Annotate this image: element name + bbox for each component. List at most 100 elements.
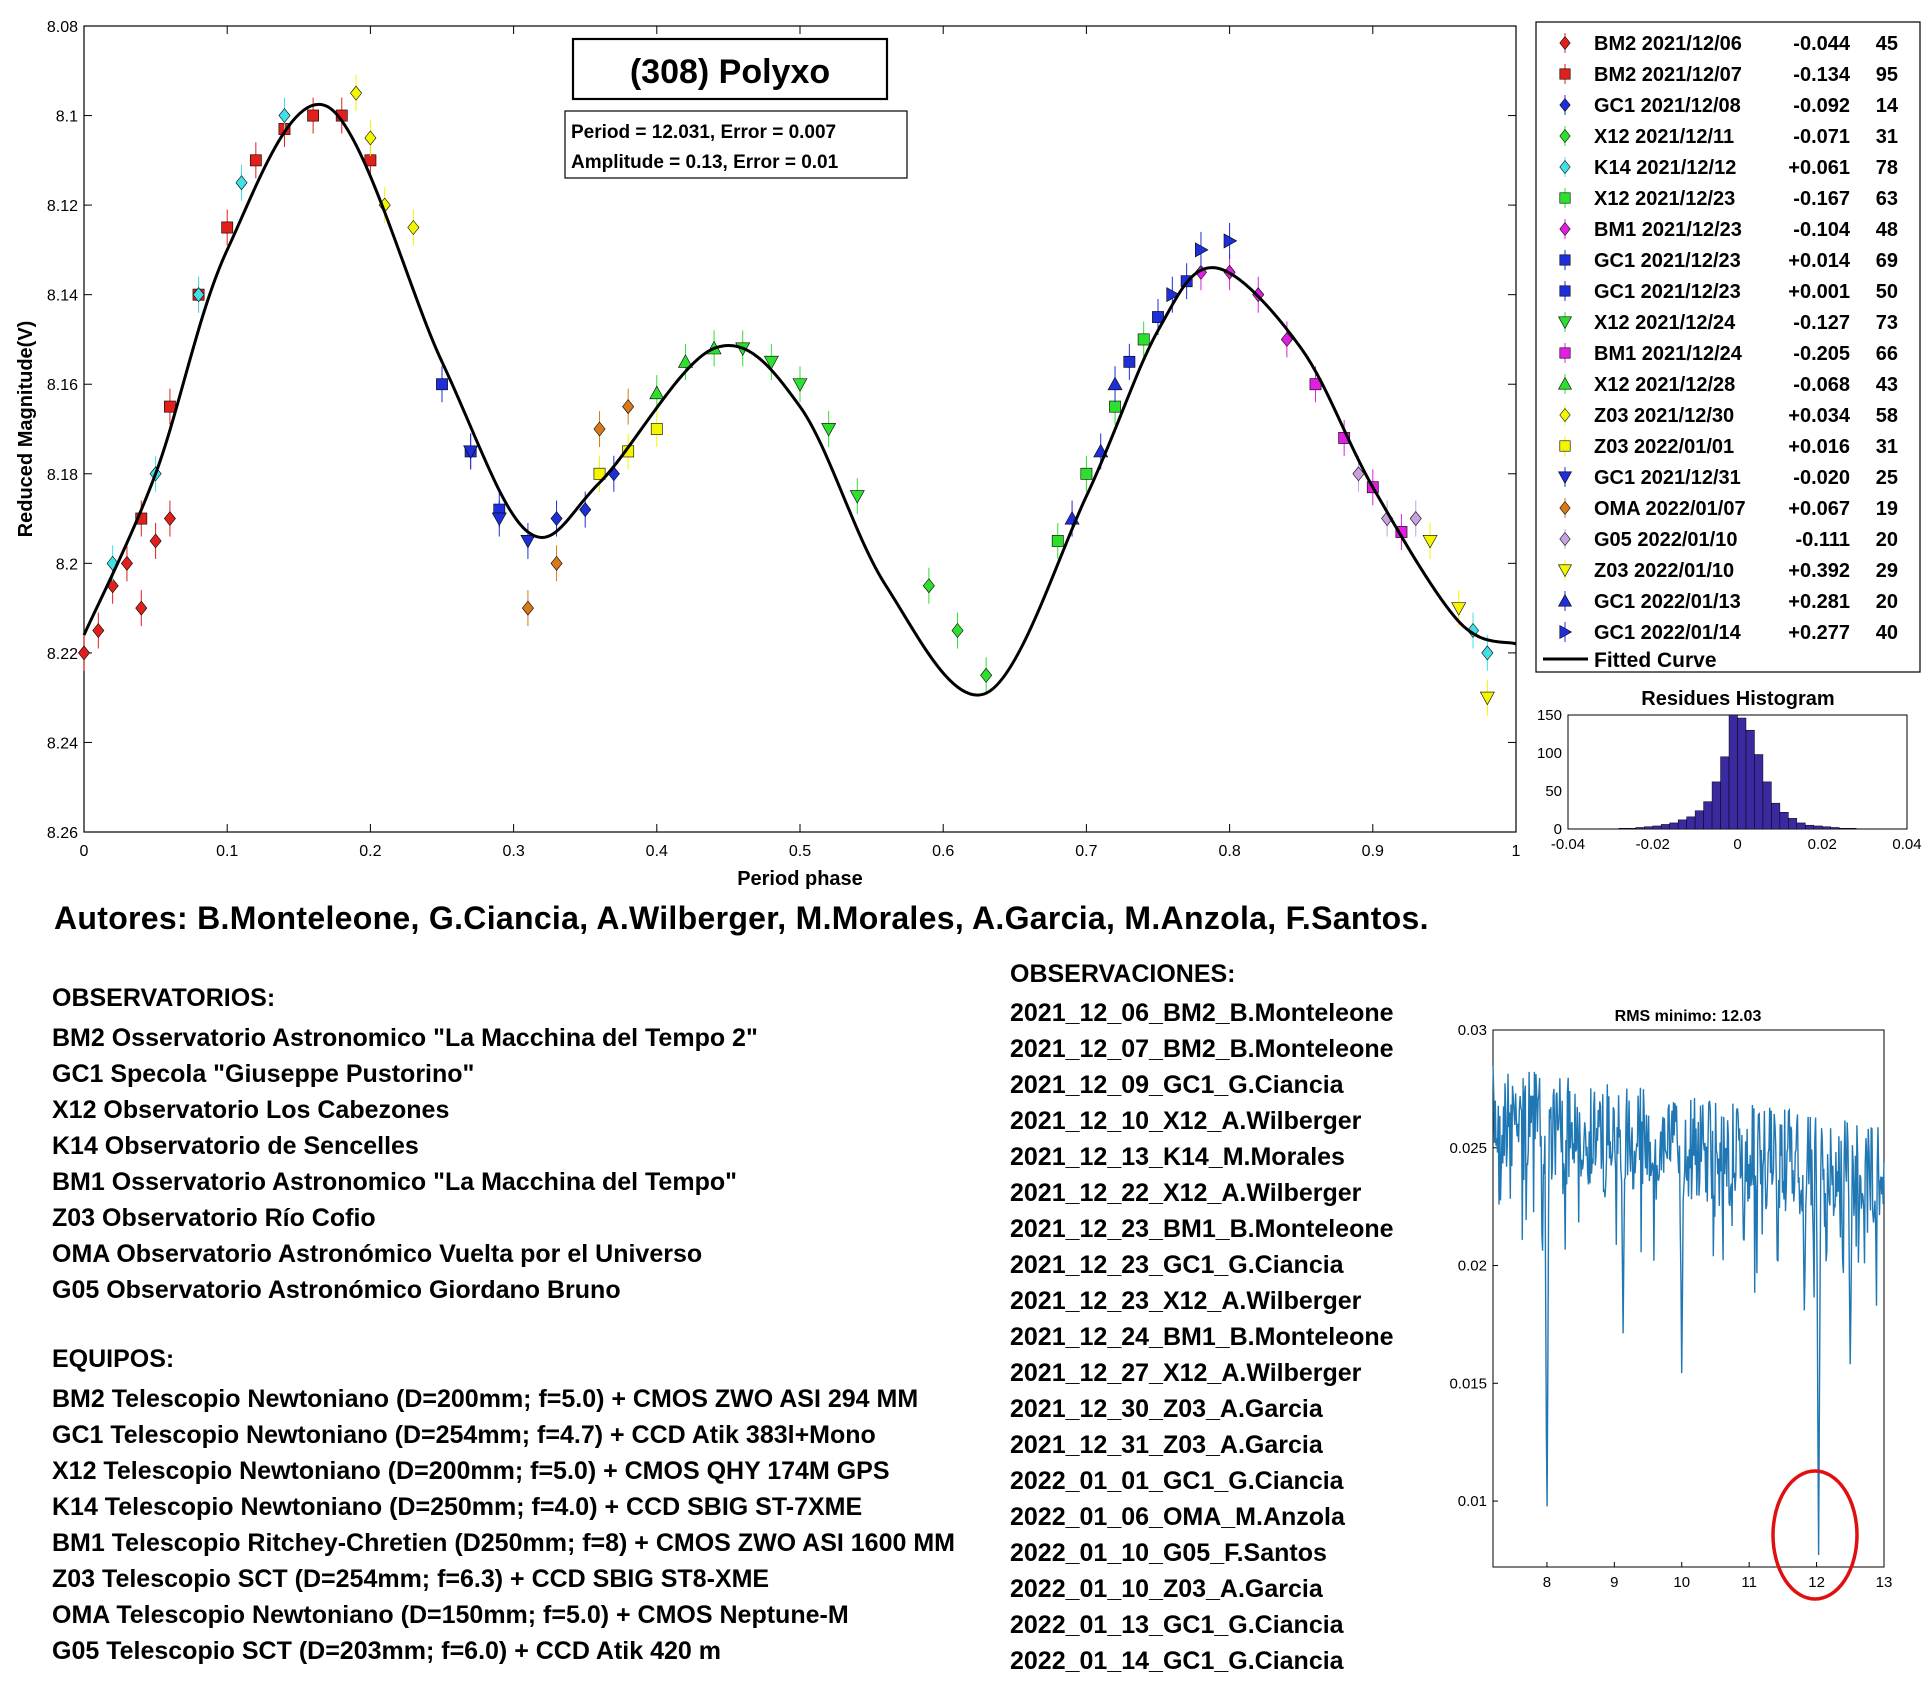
- rms-x-tick: 8: [1543, 1574, 1551, 1591]
- observation-item: 2021_12_24_BM1_B.Monteleone: [1010, 1323, 1394, 1351]
- legend: BM2 2021/12/06 -0.044 45 BM2 2021/12/07 -0.1…: [1535, 21, 1921, 673]
- y-tick-label: 8.22: [47, 646, 78, 663]
- observations-title: OBSERVACIONES:: [1010, 960, 1236, 988]
- histogram-bar: [1771, 802, 1781, 830]
- data-point: [1152, 311, 1164, 323]
- legend-series-name: GC1 2021/12/08: [1594, 95, 1741, 117]
- data-point: [221, 221, 234, 234]
- observation-item: 2021_12_23_X12_A.Wilberger: [1010, 1287, 1362, 1315]
- x-axis-label: Period phase: [737, 868, 863, 890]
- histogram-bar: [1779, 812, 1789, 830]
- rms-x-tick: 10: [1673, 1574, 1690, 1591]
- data-point: [821, 423, 837, 437]
- data-point: [763, 355, 779, 370]
- histogram-bar: [1686, 816, 1696, 830]
- histogram-y-tick: 100: [1537, 745, 1562, 762]
- data-point: [593, 421, 606, 437]
- histogram-bar: [1677, 819, 1687, 830]
- data-point: [520, 535, 536, 549]
- x-tick-label: 1: [1512, 843, 1521, 860]
- observation-item: 2021_12_27_X12_A.Wilberger: [1010, 1359, 1362, 1387]
- legend-series-name: X12 2021/12/24: [1594, 312, 1736, 334]
- histogram-ticks: -0.04 -0.02 0 0.02 0.04 0 50 100 150: [1537, 707, 1922, 853]
- data-point: [849, 490, 865, 504]
- equipment-item: G05 Telescopio SCT (D=203mm; f=6.0) + CC…: [52, 1637, 721, 1665]
- legend-series-offset: +0.001: [1788, 281, 1850, 303]
- legend-marker: [1557, 471, 1573, 485]
- legend-series-offset: -0.205: [1793, 343, 1850, 365]
- legend-series-offset: -0.071: [1793, 126, 1850, 148]
- x-tick-label: 0.6: [932, 843, 954, 860]
- legend-series-offset: +0.277: [1788, 622, 1850, 644]
- histogram-bar: [1822, 826, 1831, 830]
- histogram-bar: [1788, 818, 1798, 830]
- data-point: [1109, 400, 1121, 413]
- observation-item: 2021_12_30_Z03_A.Garcia: [1010, 1395, 1323, 1423]
- histogram-bar: [1652, 825, 1662, 830]
- data-point: [980, 667, 993, 683]
- data-point: [1352, 466, 1365, 482]
- rms-y-tick: 0.02: [1458, 1258, 1487, 1275]
- y-axis-label: Reduced Magnitude(V): [15, 321, 37, 538]
- observatory-item: BM2 Osservatorio Astronomico "La Macchin…: [52, 1024, 758, 1052]
- legend-series-name: K14 2021/12/12: [1594, 157, 1736, 179]
- main-chart: 8.08 8.1 8.12 8.14 8.16 8.18 8.2 8.22 8.24 8.260 0…: [15, 19, 1521, 890]
- legend-series-name: X12 2021/12/28: [1594, 374, 1735, 396]
- rms-x-tick: 9: [1610, 1574, 1618, 1591]
- data-point: [463, 445, 479, 460]
- observation-item: 2022_01_10_Z03_A.Garcia: [1010, 1575, 1323, 1603]
- authors-line: Autores: B.Monteleone, G.Ciancia, A.Wilb…: [54, 900, 1429, 936]
- observation-item: 2021_12_13_K14_M.Morales: [1010, 1143, 1345, 1171]
- histogram-x-tick: 0.02: [1808, 836, 1837, 853]
- observation-item: 2021_12_09_GC1_G.Ciancia: [1010, 1071, 1344, 1099]
- data-point: [350, 85, 363, 101]
- observatory-item: K14 Observatorio de Sencelles: [52, 1132, 419, 1160]
- x-tick-label: 0.3: [502, 843, 524, 860]
- equipment-item: OMA Telescopio Newtoniano (D=150mm; f=5.…: [52, 1601, 849, 1629]
- data-point: [677, 354, 693, 368]
- histogram-x-tick: -0.04: [1551, 836, 1585, 853]
- observatories-list: BM2 Osservatorio Astronomico "La Macchin…: [52, 1020, 758, 1308]
- legend-series-offset: -0.104: [1793, 219, 1851, 241]
- histogram-bar: [1737, 717, 1747, 830]
- histogram-x-tick: -0.02: [1636, 836, 1670, 853]
- data-point: [650, 423, 663, 435]
- legend-items: BM2 2021/12/06 -0.044 45 BM2 2021/12/07 -0.1…: [1557, 33, 1899, 644]
- histogram-bar: [1711, 781, 1721, 830]
- data-point: [407, 220, 420, 235]
- x-tick-label: 0: [80, 843, 89, 860]
- legend-marker: [1559, 160, 1571, 174]
- rms-line: [1492, 1065, 1885, 1556]
- observatory-item: X12 Observatorio Los Cabezones: [52, 1096, 450, 1124]
- legend-series-name: GC1 2021/12/23: [1594, 250, 1741, 272]
- legend-series-count: 19: [1876, 498, 1898, 520]
- data-point: [106, 555, 119, 571]
- x-tick-label: 0.8: [1218, 843, 1240, 860]
- observation-item: 2021_12_23_GC1_G.Ciancia: [1010, 1251, 1344, 1279]
- legend-series-count: 31: [1876, 126, 1898, 148]
- data-point: [1479, 691, 1495, 706]
- legend-marker: [1559, 440, 1571, 452]
- y-tick-label: 8.24: [47, 735, 78, 752]
- legend-marker: [1559, 192, 1571, 204]
- legend-series-count: 31: [1876, 436, 1898, 458]
- legend-marker: [1557, 376, 1573, 390]
- legend-series-name: GC1 2021/12/31: [1594, 467, 1741, 489]
- legend-series-count: 69: [1876, 250, 1898, 272]
- histogram-bar: [1644, 826, 1654, 830]
- legend-marker: [1559, 408, 1571, 422]
- legend-series-name: GC1 2021/12/23: [1594, 281, 1741, 303]
- observatories-title: OBSERVATORIOS:: [52, 984, 276, 1012]
- legend-series-name: BM2 2021/12/07: [1594, 64, 1742, 86]
- observation-item: 2022_01_06_OMA_M.Anzola: [1010, 1503, 1345, 1531]
- histogram-bar: [1838, 827, 1848, 830]
- legend-series-name: GC1 2022/01/13: [1594, 591, 1741, 613]
- data-point: [649, 385, 665, 400]
- data-point: [622, 399, 635, 415]
- legend-series-name: Z03 2022/01/10: [1594, 560, 1734, 582]
- histogram-bars: [1618, 714, 1857, 830]
- rms-x-tick: 13: [1876, 1574, 1893, 1591]
- observation-item: 2021_12_22_X12_A.Wilberger: [1010, 1179, 1362, 1207]
- observation-item: 2022_01_14_GC1_G.Ciancia: [1010, 1647, 1344, 1675]
